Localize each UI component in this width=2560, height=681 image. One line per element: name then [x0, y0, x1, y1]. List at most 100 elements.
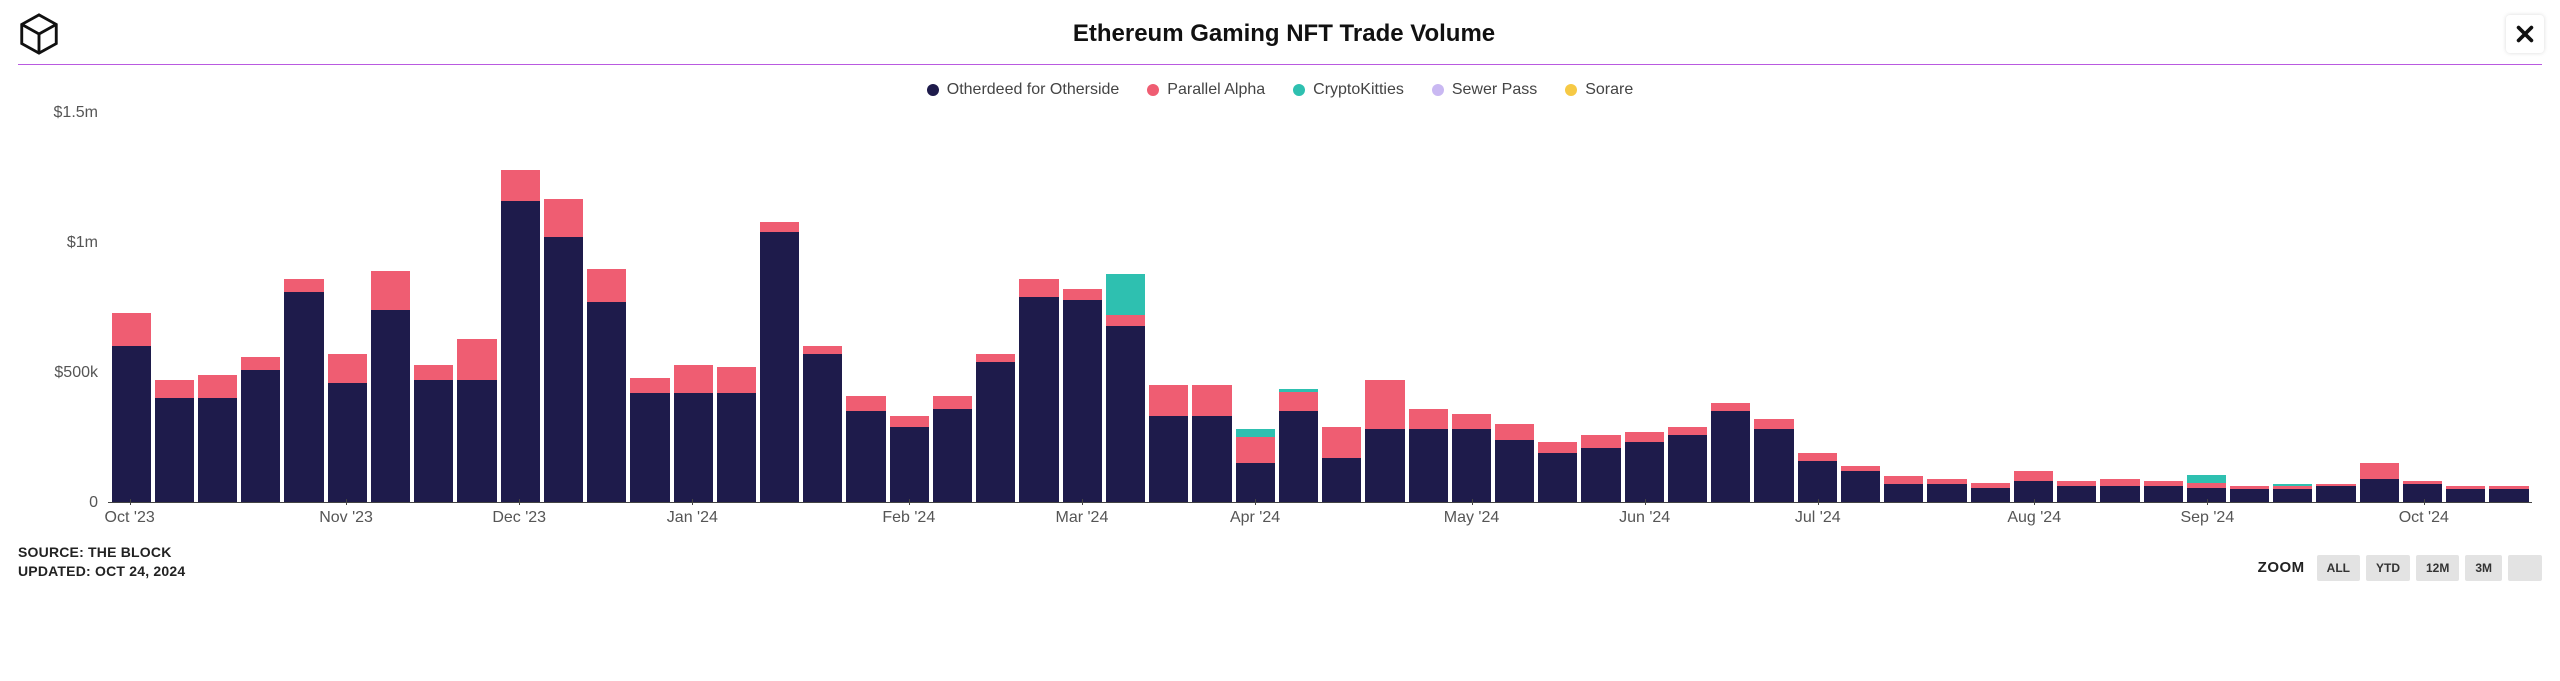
updated-label: UPDATED: OCT 24, 2024 — [18, 562, 185, 581]
bar[interactable] — [1192, 113, 1231, 502]
bar[interactable] — [2014, 113, 2053, 502]
bar[interactable] — [976, 113, 1015, 502]
zoom-label: ZOOM — [2258, 559, 2305, 576]
bar-segment — [198, 398, 237, 502]
legend-label: Sorare — [1585, 81, 1633, 99]
bar[interactable] — [1019, 113, 1058, 502]
zoom-button-12m[interactable]: 12M — [2416, 555, 2459, 581]
bar[interactable] — [803, 113, 842, 502]
legend-item[interactable]: Sewer Pass — [1432, 81, 1537, 99]
bar[interactable] — [371, 113, 410, 502]
bar[interactable] — [1668, 113, 1707, 502]
bar[interactable] — [2144, 113, 2183, 502]
x-tick-label: Jul '24 — [1795, 509, 1841, 527]
bar[interactable] — [1927, 113, 1966, 502]
bar[interactable] — [1798, 113, 1837, 502]
bar[interactable] — [2403, 113, 2442, 502]
bar[interactable] — [2057, 113, 2096, 502]
bar-segment — [1409, 429, 1448, 502]
legend-label: CryptoKitties — [1313, 81, 1404, 99]
bar[interactable] — [1063, 113, 1102, 502]
x-tick-mark — [1472, 499, 1473, 505]
bar[interactable] — [544, 113, 583, 502]
bar[interactable] — [2316, 113, 2355, 502]
bar-segment — [2100, 479, 2139, 487]
zoom-button-3m[interactable]: 3M — [2465, 555, 2502, 581]
legend-item[interactable]: Parallel Alpha — [1147, 81, 1265, 99]
bar[interactable] — [587, 113, 626, 502]
bar[interactable] — [1106, 113, 1145, 502]
x-tick-label: Oct '23 — [105, 509, 155, 527]
bar-segment — [630, 378, 669, 394]
bar-segment — [1322, 458, 1361, 502]
close-button[interactable] — [2506, 15, 2544, 53]
header: Ethereum Gaming NFT Trade Volume — [12, 8, 2548, 60]
bar-segment — [1668, 435, 1707, 502]
legend-item[interactable]: Otherdeed for Otherside — [927, 81, 1120, 99]
bar-segment — [717, 393, 756, 502]
bar[interactable] — [1322, 113, 1361, 502]
bar[interactable] — [933, 113, 972, 502]
bar[interactable] — [2230, 113, 2269, 502]
legend-item[interactable]: CryptoKitties — [1293, 81, 1404, 99]
bar-segment — [2057, 486, 2096, 502]
bar[interactable] — [155, 113, 194, 502]
bar-segment — [976, 362, 1015, 502]
bar[interactable] — [414, 113, 453, 502]
bar-segment — [1495, 440, 1534, 502]
bar[interactable] — [2100, 113, 2139, 502]
close-icon — [2514, 23, 2536, 45]
bar[interactable] — [457, 113, 496, 502]
bar-segment — [2100, 486, 2139, 502]
bar[interactable] — [198, 113, 237, 502]
bar-segment — [846, 396, 885, 412]
bar[interactable] — [630, 113, 669, 502]
zoom-button-blank[interactable]: — — [2508, 555, 2542, 581]
bar[interactable] — [1365, 113, 1404, 502]
bar[interactable] — [112, 113, 151, 502]
bar[interactable] — [1884, 113, 1923, 502]
bar-segment — [1106, 315, 1145, 325]
bar[interactable] — [1581, 113, 1620, 502]
bar[interactable] — [2360, 113, 2399, 502]
bar[interactable] — [284, 113, 323, 502]
bar[interactable] — [2489, 113, 2528, 502]
bar[interactable] — [1841, 113, 1880, 502]
bar[interactable] — [2273, 113, 2312, 502]
bar[interactable] — [1452, 113, 1491, 502]
zoom-button-all[interactable]: ALL — [2317, 555, 2360, 581]
bar[interactable] — [674, 113, 713, 502]
bar-segment — [328, 354, 367, 383]
bar[interactable] — [1236, 113, 1275, 502]
bar[interactable] — [1971, 113, 2010, 502]
bar-segment — [976, 354, 1015, 362]
bar-segment — [760, 222, 799, 232]
chart: 0$500k$1m$1.5m Oct '23Nov '23Dec '23Jan … — [18, 113, 2542, 533]
bar-segment — [1625, 442, 1664, 502]
bar-segment — [803, 346, 842, 354]
bar[interactable] — [1149, 113, 1188, 502]
bar[interactable] — [1495, 113, 1534, 502]
legend-item[interactable]: Sorare — [1565, 81, 1633, 99]
bar[interactable] — [2187, 113, 2226, 502]
bar-segment — [1884, 484, 1923, 502]
zoom-button-ytd[interactable]: YTD — [2366, 555, 2410, 581]
bar[interactable] — [1538, 113, 1577, 502]
bar[interactable] — [1711, 113, 1750, 502]
bar[interactable] — [1409, 113, 1448, 502]
bar[interactable] — [241, 113, 280, 502]
bar[interactable] — [890, 113, 929, 502]
bar[interactable] — [1754, 113, 1793, 502]
bar[interactable] — [760, 113, 799, 502]
bar-segment — [1711, 403, 1750, 411]
bar[interactable] — [1625, 113, 1664, 502]
bar[interactable] — [1279, 113, 1318, 502]
x-tick-label: Jan '24 — [667, 509, 718, 527]
bar[interactable] — [328, 113, 367, 502]
y-axis: 0$500k$1m$1.5m — [18, 113, 108, 503]
bar-segment — [1754, 419, 1793, 429]
bar[interactable] — [717, 113, 756, 502]
bar[interactable] — [846, 113, 885, 502]
bar[interactable] — [501, 113, 540, 502]
bar[interactable] — [2446, 113, 2485, 502]
